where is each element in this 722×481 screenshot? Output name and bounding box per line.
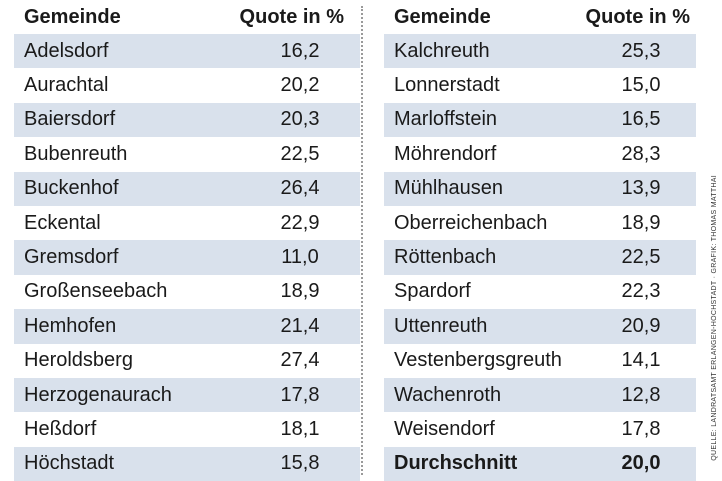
- quote-value: 18,9: [621, 211, 661, 234]
- gemeinde-name: Heroldsberg: [24, 349, 133, 372]
- quote-value: 15,8: [280, 452, 320, 475]
- header-quote: Quote in %: [585, 5, 690, 28]
- table-row: Wachenroth 12,8: [384, 377, 696, 413]
- quote-value: 15,0: [621, 74, 661, 97]
- gemeinde-name: Röttenbach: [394, 246, 497, 269]
- table-row: Adelsdorf 16,2: [14, 34, 360, 69]
- table-row: Hemhofen 21,4: [14, 309, 360, 344]
- table-body-right: Kalchreuth 25,3 Lonnerstadt 15,0 Marloffstei…: [384, 34, 696, 481]
- table-row: Röttenbach 22,5: [384, 240, 696, 275]
- gemeinde-name: Weisendorf: [394, 417, 495, 440]
- gemeinde-name: Eckental: [24, 211, 101, 234]
- table-row: Marloffstein 16,5: [384, 102, 696, 138]
- table-right: Gemeinde Quote in % Kalchreuth 25,3 Lonner…: [384, 0, 696, 481]
- gemeinde-name: Lonnerstadt: [394, 74, 500, 97]
- quote-value: 22,5: [280, 142, 320, 165]
- quote-value: 26,4: [280, 177, 320, 200]
- table-row: Weisendorf 17,8: [384, 412, 696, 446]
- quote-value: 21,4: [280, 314, 320, 337]
- gemeinde-name: Uttenreuth: [394, 314, 488, 337]
- quote-value: 27,4: [280, 349, 320, 372]
- gemeinde-name: Möhrendorf: [394, 142, 497, 165]
- quote-value: 18,1: [280, 417, 320, 440]
- table-row: Mühlhausen 13,9: [384, 171, 696, 206]
- table-row: Aurachtal 20,2: [14, 68, 360, 102]
- quote-value: 22,5: [621, 246, 661, 269]
- header-gemeinde: Gemeinde: [394, 5, 491, 28]
- table-row: Lonnerstadt 15,0: [384, 68, 696, 102]
- quote-value: 25,3: [621, 39, 661, 62]
- quote-value: 20,3: [280, 108, 320, 131]
- table-row: Bubenreuth 22,5: [14, 137, 360, 171]
- table-row: Kalchreuth 25,3: [384, 34, 696, 69]
- gemeinde-name: Durchschnitt: [394, 452, 518, 475]
- gemeinde-name: Marloffstein: [394, 108, 498, 131]
- gemeinde-name: Wachenroth: [394, 383, 502, 406]
- gemeinde-name: Bubenreuth: [24, 142, 128, 165]
- column-divider: [361, 6, 363, 475]
- table-row: Höchstadt 15,8: [14, 446, 360, 481]
- table-row: Baiersdorf 20,3: [14, 102, 360, 138]
- quote-value: 16,2: [280, 39, 320, 62]
- table-row: Oberreichenbach 18,9: [384, 206, 696, 240]
- gemeinde-name: Großenseebach: [24, 280, 168, 303]
- table-row: Gremsdorf 11,0: [14, 240, 360, 275]
- gemeinde-name: Gremsdorf: [24, 246, 119, 269]
- quote-value: 16,5: [621, 108, 661, 131]
- quote-value: 22,3: [621, 280, 661, 303]
- table-row: Möhrendorf 28,3: [384, 137, 696, 171]
- gemeinde-name: Hemhofen: [24, 314, 117, 337]
- gemeinde-name: Vestenbergsgreuth: [394, 349, 562, 372]
- source-credit: QUELLE: LANDRATSAMT ERLANGEN-HÖCHSTADT ·…: [711, 175, 718, 461]
- quote-value: 20,2: [280, 74, 320, 97]
- gemeinde-name: Herzogenaurach: [24, 383, 172, 406]
- table-body-left: Adelsdorf 16,2 Aurachtal 20,2 Baiersdorf 20,3…: [14, 34, 360, 481]
- gemeinde-name: Oberreichenbach: [394, 211, 548, 234]
- quote-value: 18,9: [280, 280, 320, 303]
- table-row: Spardorf 22,3: [384, 275, 696, 309]
- gemeinde-name: Höchstadt: [24, 452, 115, 475]
- average-row: Durchschnitt 20,0: [384, 446, 696, 481]
- gemeinde-name: Aurachtal: [24, 74, 109, 97]
- quote-value: 14,1: [621, 349, 661, 372]
- table-row: Herzogenaurach 17,8: [14, 377, 360, 413]
- gemeinde-name: Buckenhof: [24, 177, 119, 200]
- table-row: Großenseebach 18,9: [14, 275, 360, 309]
- gemeinde-name: Kalchreuth: [394, 39, 490, 62]
- header-quote: Quote in %: [239, 5, 344, 28]
- gemeinde-name: Spardorf: [394, 280, 471, 303]
- quote-value: 12,8: [621, 383, 661, 406]
- quote-value: 13,9: [621, 177, 661, 200]
- quote-value: 20,9: [621, 314, 661, 337]
- table-left: Gemeinde Quote in % Adelsdorf 16,2 Auracht…: [14, 0, 360, 481]
- table-row: Heroldsberg 27,4: [14, 344, 360, 378]
- gemeinde-name: Baiersdorf: [24, 108, 116, 131]
- quote-value: 20,0: [621, 452, 661, 475]
- quote-value: 17,8: [280, 383, 320, 406]
- table-row: Vestenbergsgreuth 14,1: [384, 344, 696, 378]
- table-header: Gemeinde Quote in %: [384, 0, 696, 34]
- gemeinde-name: Mühlhausen: [394, 177, 503, 200]
- table-row: Uttenreuth 20,9: [384, 309, 696, 344]
- table-header: Gemeinde Quote in %: [14, 0, 360, 34]
- table-row: Buckenhof 26,4: [14, 171, 360, 206]
- quote-value: 22,9: [280, 211, 320, 234]
- gemeinde-name: Adelsdorf: [24, 39, 109, 62]
- table-row: Heßdorf 18,1: [14, 412, 360, 446]
- gemeinde-name: Heßdorf: [24, 417, 97, 440]
- quote-value: 28,3: [621, 142, 661, 165]
- header-gemeinde: Gemeinde: [24, 5, 121, 28]
- table-row: Eckental 22,9: [14, 206, 360, 240]
- quote-value: 17,8: [621, 417, 661, 440]
- quote-value: 11,0: [281, 246, 319, 269]
